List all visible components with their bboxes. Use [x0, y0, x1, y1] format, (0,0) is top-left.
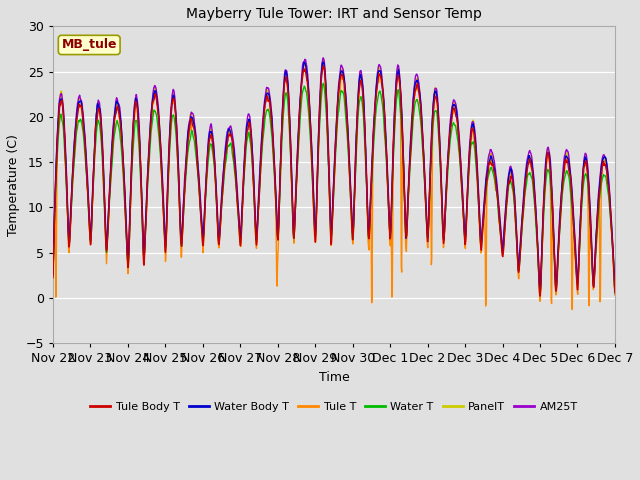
Water T [536, 289, 544, 295]
Tule Body T [49, 275, 57, 281]
AM25T [495, 204, 503, 209]
Line: Water Body T: Water Body T [53, 62, 615, 290]
Title: Mayberry Tule Tower: IRT and Sensor Temp: Mayberry Tule Tower: IRT and Sensor Temp [186, 7, 482, 21]
Water Body T [161, 224, 168, 230]
Water Body T [611, 287, 619, 293]
PanelT [495, 207, 503, 213]
Line: AM25T: AM25T [53, 58, 615, 287]
Water Body T [237, 233, 244, 239]
Tule Body T [319, 63, 327, 69]
PanelT [422, 191, 429, 196]
Line: Water T: Water T [53, 84, 615, 292]
Water Body T [545, 150, 552, 156]
Line: Tule T: Tule T [53, 60, 615, 310]
Tule T [49, 273, 57, 279]
AM25T [237, 227, 244, 233]
Tule Body T [536, 293, 544, 299]
Tule T [174, 158, 182, 164]
Water T [545, 168, 553, 174]
Tule T [611, 292, 619, 298]
PanelT [161, 223, 168, 228]
Water Body T [49, 271, 57, 277]
PanelT [611, 285, 619, 291]
Tule Body T [611, 290, 619, 296]
AM25T [319, 55, 327, 60]
Tule Body T [495, 213, 503, 218]
Tule T [495, 219, 503, 225]
Water T [422, 198, 429, 204]
Line: Tule Body T: Tule Body T [53, 66, 615, 296]
Tule Body T [422, 198, 429, 204]
PanelT [237, 234, 244, 240]
Water T [174, 164, 182, 170]
Water Body T [495, 208, 503, 214]
Water Body T [319, 60, 327, 65]
Y-axis label: Temperature (C): Temperature (C) [7, 134, 20, 236]
PanelT [49, 269, 57, 275]
Tule T [545, 149, 552, 155]
AM25T [174, 150, 182, 156]
AM25T [545, 147, 553, 153]
Water Body T [422, 193, 429, 199]
AM25T [161, 218, 168, 224]
Tule Body T [545, 153, 553, 158]
Water T [237, 237, 244, 242]
Text: MB_tule: MB_tule [61, 38, 117, 51]
Line: PanelT: PanelT [53, 60, 615, 288]
Water T [611, 288, 619, 294]
Tule Body T [174, 162, 182, 168]
Water T [495, 215, 503, 220]
Tule T [301, 58, 308, 63]
AM25T [49, 268, 57, 274]
Tule T [568, 307, 576, 312]
PanelT [320, 57, 328, 63]
PanelT [545, 147, 552, 153]
Water Body T [174, 155, 182, 161]
PanelT [174, 156, 182, 162]
Tule T [422, 193, 429, 199]
AM25T [611, 284, 619, 289]
AM25T [422, 188, 429, 194]
Tule Body T [237, 241, 244, 247]
Water T [49, 271, 57, 277]
Tule T [237, 244, 244, 250]
Legend: Tule Body T, Water Body T, Tule T, Water T, PanelT, AM25T: Tule Body T, Water Body T, Tule T, Water… [86, 398, 582, 417]
Water T [320, 81, 328, 86]
X-axis label: Time: Time [319, 371, 349, 384]
Water Body T [552, 288, 560, 293]
Tule Body T [161, 231, 168, 237]
AM25T [536, 284, 544, 289]
Tule T [161, 228, 168, 233]
Water T [161, 226, 168, 232]
